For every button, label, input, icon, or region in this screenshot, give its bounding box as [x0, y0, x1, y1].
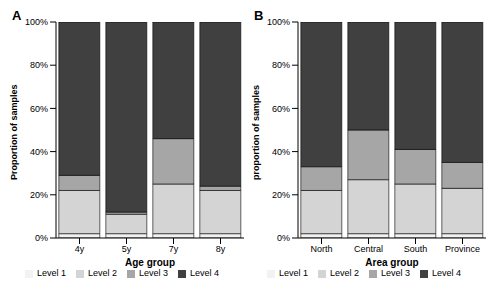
svg-text:0%: 0% [277, 233, 290, 243]
svg-text:5y: 5y [122, 244, 132, 254]
svg-text:South: South [404, 244, 428, 254]
svg-text:80%: 80% [30, 60, 48, 70]
svg-text:60%: 60% [272, 104, 290, 114]
svg-text:Area group: Area group [365, 257, 418, 268]
html-text:Level 3: Level 3 [139, 268, 168, 278]
svg-text:Central: Central [354, 244, 383, 254]
svg-text:7y: 7y [169, 244, 179, 254]
html-text:Level 2: Level 2 [88, 268, 117, 278]
html-text:Level 2: Level 2 [330, 268, 359, 278]
svg-text:100%: 100% [25, 17, 48, 27]
svg-text:0%: 0% [35, 233, 48, 243]
svg-text:proportion of samples: proportion of samples [251, 85, 261, 180]
html-text:Level 3: Level 3 [381, 268, 410, 278]
svg-text:40%: 40% [30, 147, 48, 157]
svg-text:80%: 80% [272, 60, 290, 70]
svg-text:40%: 40% [272, 147, 290, 157]
svg-text:8y: 8y [216, 244, 226, 254]
svg-text:Province: Province [445, 244, 480, 254]
html-text:Level 4: Level 4 [190, 268, 220, 278]
svg-text:100%: 100% [267, 17, 290, 27]
svg-text:Age group: Age group [125, 257, 175, 268]
svg-text:4y: 4y [75, 244, 85, 254]
html-text:Level 4: Level 4 [432, 268, 462, 278]
html-text:Level 1: Level 1 [278, 268, 308, 278]
svg-text:60%: 60% [30, 104, 48, 114]
svg-text:20%: 20% [272, 190, 290, 200]
html-text:B: B [254, 8, 264, 23]
svg-text:20%: 20% [30, 190, 48, 200]
html-text:A: A [12, 8, 22, 23]
html-text:Level 1: Level 1 [36, 268, 66, 278]
svg-text:North: North [310, 244, 332, 254]
svg-text:Proportion of samples: Proportion of samples [9, 84, 19, 180]
